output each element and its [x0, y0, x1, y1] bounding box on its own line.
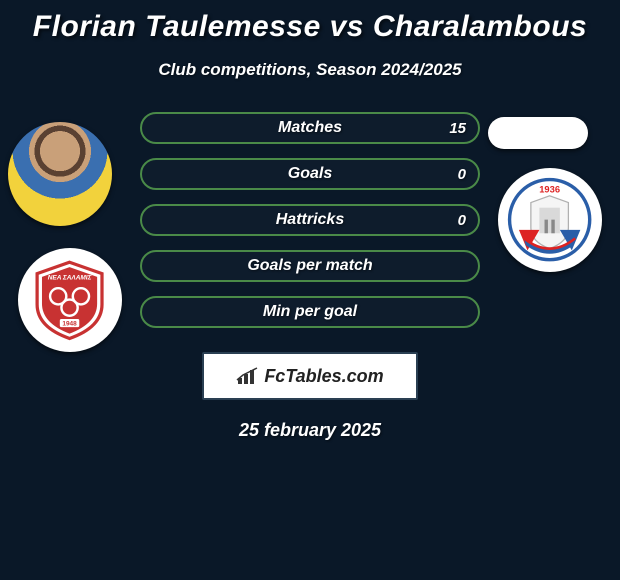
player-left-avatar: [8, 122, 112, 226]
stat-value-left: 0: [458, 166, 466, 183]
stat-label: Goals: [288, 165, 332, 183]
chart-icon: [236, 366, 260, 386]
stat-row-hattricks: Hattricks 0: [140, 204, 480, 236]
svg-text:1936: 1936: [540, 185, 561, 195]
club-left-badge: ΝΕΑ ΣΑΛΑΜΙΣ 1948: [18, 248, 122, 352]
stat-label: Goals per match: [247, 257, 372, 275]
infographic-container: Florian Taulemesse vs Charalambous Club …: [0, 0, 620, 449]
stat-row-min-per-goal: Min per goal: [140, 296, 480, 328]
stat-label: Matches: [278, 119, 342, 137]
club-right-icon: 1936: [507, 177, 592, 262]
stat-row-goals-per-match: Goals per match: [140, 250, 480, 282]
page-title: Florian Taulemesse vs Charalambous: [0, 10, 620, 44]
club-left-icon: ΝΕΑ ΣΑΛΑΜΙΣ 1948: [29, 259, 110, 340]
brand-text: FcTables.com: [264, 366, 383, 387]
stat-label: Hattricks: [276, 211, 344, 229]
brand-box: FcTables.com: [202, 352, 418, 400]
club-right-badge: 1936: [498, 168, 602, 272]
stats-list: Matches 15 Goals 0 Hattricks 0 Goals per…: [140, 112, 480, 328]
svg-text:1948: 1948: [63, 321, 78, 328]
player-right-avatar: [488, 117, 588, 149]
stat-label: Min per goal: [263, 303, 357, 321]
stat-row-matches: Matches 15: [140, 112, 480, 144]
stat-row-goals: Goals 0: [140, 158, 480, 190]
main-area: ΝΕΑ ΣΑΛΑΜΙΣ 1948 1936: [0, 112, 620, 441]
stat-value-left: 0: [458, 212, 466, 229]
date-text: 25 february 2025: [0, 420, 620, 441]
svg-text:ΝΕΑ ΣΑΛΑΜΙΣ: ΝΕΑ ΣΑΛΑΜΙΣ: [48, 275, 92, 282]
stat-value-left: 15: [449, 120, 466, 137]
subtitle: Club competitions, Season 2024/2025: [0, 60, 620, 80]
